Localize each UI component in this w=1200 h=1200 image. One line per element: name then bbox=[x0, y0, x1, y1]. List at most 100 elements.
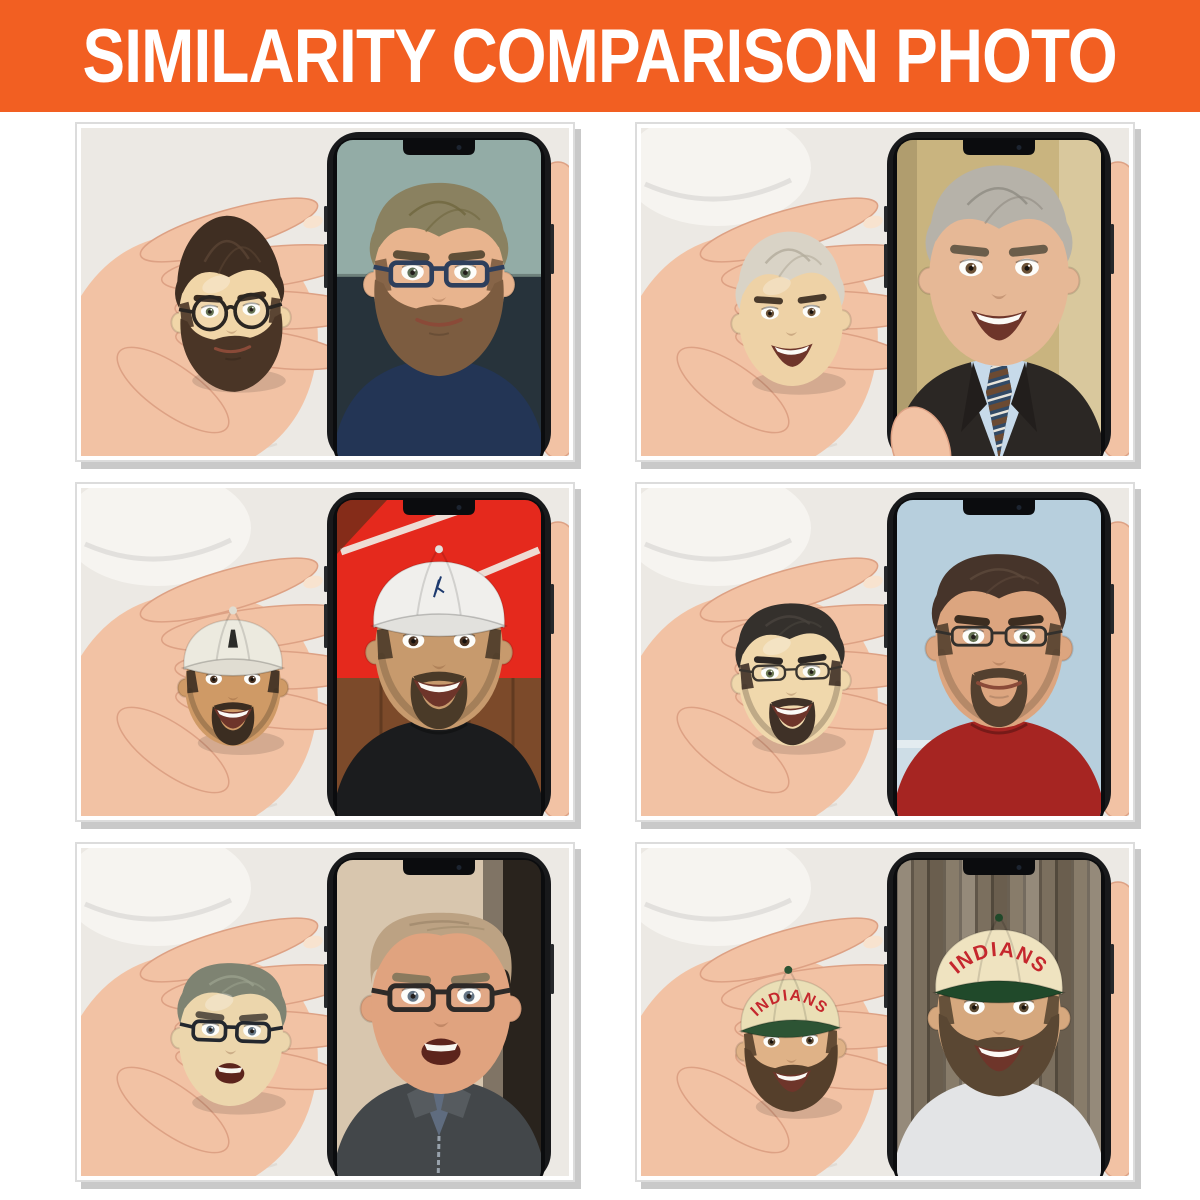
mouth bbox=[213, 345, 252, 361]
notch-camera-icon bbox=[1016, 865, 1022, 870]
phone bbox=[324, 852, 554, 1176]
phone-notch bbox=[963, 860, 1035, 875]
notch-camera-icon bbox=[456, 505, 462, 510]
figurine-head bbox=[170, 215, 292, 392]
baseball-cap: INDIANS bbox=[738, 965, 843, 1039]
comparison-photo bbox=[81, 128, 569, 456]
mouth bbox=[413, 679, 465, 707]
phone-notch bbox=[403, 860, 475, 875]
face bbox=[738, 254, 844, 386]
figurine-head bbox=[730, 603, 852, 746]
phone-notch bbox=[963, 500, 1035, 515]
nose bbox=[785, 691, 798, 696]
title-banner: SIMILARITY COMPARISON PHOTO bbox=[0, 0, 1200, 112]
notch-camera-icon bbox=[1016, 145, 1022, 150]
eyebrow bbox=[1008, 615, 1044, 627]
eyebrow bbox=[753, 656, 783, 665]
person-head bbox=[917, 165, 1081, 366]
person-portrait bbox=[924, 554, 1074, 728]
notch-camera-icon bbox=[456, 865, 462, 870]
comparison-photo bbox=[81, 488, 569, 816]
mouth bbox=[771, 703, 813, 727]
plate bbox=[81, 848, 251, 946]
hair bbox=[935, 554, 1063, 626]
baseball-cap bbox=[370, 545, 508, 638]
phone-screen bbox=[337, 500, 541, 816]
mouth bbox=[415, 317, 463, 336]
eyebrow bbox=[239, 1013, 269, 1022]
mouth bbox=[215, 1063, 245, 1084]
eyebrow bbox=[392, 250, 430, 262]
beard bbox=[374, 279, 504, 377]
person-head bbox=[364, 545, 514, 730]
nose bbox=[431, 664, 447, 670]
nose bbox=[431, 297, 447, 303]
nose bbox=[992, 1030, 1006, 1035]
eyebrow bbox=[1008, 244, 1048, 257]
phone-notch bbox=[403, 140, 475, 155]
thumb-over-phone bbox=[890, 406, 952, 456]
beard bbox=[187, 688, 279, 746]
hair bbox=[370, 912, 512, 984]
cap-logo-icon bbox=[228, 629, 238, 648]
glasses bbox=[738, 662, 843, 682]
beard bbox=[937, 648, 1061, 728]
comparison-photo bbox=[641, 128, 1129, 456]
eyebrow bbox=[450, 972, 490, 985]
mouth bbox=[772, 1070, 811, 1092]
eyebrow bbox=[195, 1011, 225, 1022]
hair bbox=[738, 603, 842, 666]
figurine-head: INDIANS bbox=[734, 965, 848, 1112]
glasses bbox=[178, 292, 283, 332]
person-head: INDIANS bbox=[926, 913, 1072, 1097]
mouth bbox=[971, 310, 1027, 341]
phone-notch bbox=[403, 500, 475, 515]
phone: INDIANS bbox=[884, 852, 1114, 1176]
comparison-photo bbox=[641, 488, 1129, 816]
comparison-panel-top-left bbox=[75, 122, 575, 462]
person-portrait bbox=[359, 912, 523, 1094]
comparison-photo: INDIANS INDIANS bbox=[641, 848, 1129, 1176]
baseball-cap bbox=[180, 606, 286, 677]
hair bbox=[373, 182, 505, 261]
mouth bbox=[421, 1038, 461, 1065]
baseball-cap: INDIANS bbox=[932, 913, 1066, 1004]
person-head bbox=[924, 554, 1074, 728]
cap-logo-icon bbox=[433, 576, 445, 598]
phone bbox=[324, 492, 554, 816]
mouth bbox=[976, 681, 1022, 699]
nose bbox=[991, 293, 1007, 300]
plate bbox=[641, 848, 811, 946]
nose bbox=[785, 331, 798, 336]
eyebrow bbox=[448, 250, 486, 262]
phone bbox=[884, 492, 1114, 816]
hair bbox=[930, 165, 1068, 256]
plate bbox=[81, 488, 251, 586]
eyebrow bbox=[950, 244, 990, 257]
nose bbox=[225, 329, 238, 334]
glasses bbox=[373, 260, 505, 288]
nose bbox=[224, 1050, 237, 1055]
phone-notch bbox=[963, 140, 1035, 155]
eyebrow bbox=[954, 615, 990, 627]
nose bbox=[786, 1058, 797, 1063]
face bbox=[371, 918, 511, 1094]
plate bbox=[641, 488, 811, 586]
face bbox=[929, 190, 1069, 366]
comparison-panel-middle-right bbox=[635, 482, 1135, 822]
mouth bbox=[771, 343, 813, 367]
plate bbox=[641, 128, 811, 226]
figurine-head bbox=[170, 963, 292, 1106]
phone-screen bbox=[337, 140, 541, 456]
figurine-head bbox=[176, 606, 290, 746]
comparison-photo bbox=[81, 848, 569, 1176]
person-portrait bbox=[364, 545, 514, 730]
person-head bbox=[359, 912, 523, 1094]
face bbox=[935, 564, 1063, 728]
comparison-panel-top-right bbox=[635, 122, 1135, 462]
comparison-panel-middle-left bbox=[75, 482, 575, 822]
comparison-panel-bottom-right: INDIANS INDIANS bbox=[635, 842, 1135, 1182]
phone-screen: INDIANS bbox=[897, 860, 1101, 1176]
notch-camera-icon bbox=[456, 145, 462, 150]
